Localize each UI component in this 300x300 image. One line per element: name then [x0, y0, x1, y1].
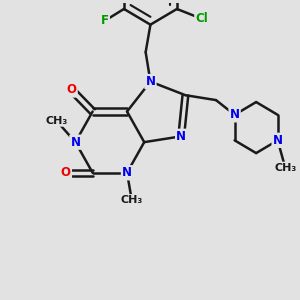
Text: F: F [101, 14, 109, 27]
Text: O: O [67, 83, 76, 97]
Text: N: N [70, 136, 80, 148]
Text: Cl: Cl [195, 12, 208, 25]
Text: N: N [122, 166, 132, 179]
Text: N: N [273, 134, 283, 147]
Text: N: N [146, 75, 155, 88]
Text: CH₃: CH₃ [45, 116, 68, 126]
Text: CH₃: CH₃ [274, 163, 296, 173]
Text: N: N [230, 108, 240, 121]
Text: N: N [176, 130, 186, 143]
Text: O: O [61, 166, 71, 179]
Text: CH₃: CH₃ [121, 195, 143, 205]
